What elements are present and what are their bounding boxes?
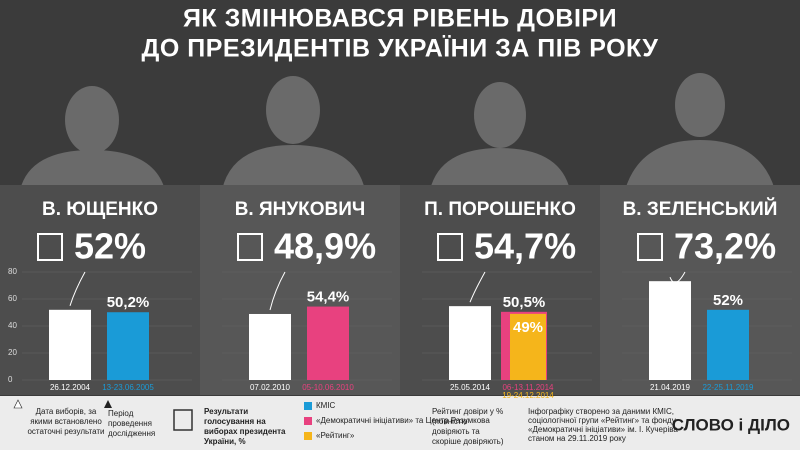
legend: КМІС «Демократичні ініціативи» та Центр Р… bbox=[304, 401, 490, 440]
x-tick-label: 25.05.2014 bbox=[450, 383, 491, 392]
panel-name: В. ЗЕЛЕНСЬКИЙ bbox=[623, 198, 778, 220]
ballot-icon bbox=[637, 233, 663, 261]
y-tick-label: 80 bbox=[8, 267, 17, 276]
x-tick-label: 22-25.11.2019 bbox=[702, 383, 754, 392]
arrow bbox=[469, 271, 486, 303]
bar bbox=[449, 306, 491, 380]
brand: СЛОВО і ДІЛО bbox=[672, 415, 790, 434]
y-tick-label: 40 bbox=[8, 321, 17, 330]
x-tick-label: 05-10.06.2010 bbox=[302, 383, 354, 392]
arrow bbox=[69, 271, 86, 306]
bar bbox=[707, 309, 749, 380]
arrow bbox=[669, 271, 686, 283]
panel-name: В. ЮЩЕНКО bbox=[42, 199, 158, 220]
legend-label: «Рейтинг» bbox=[316, 431, 355, 440]
panel-name: В. ЯНУКОВИЧ bbox=[235, 199, 366, 220]
x-tick-label: 07.02.2010 bbox=[250, 383, 291, 392]
portraits bbox=[20, 73, 775, 190]
legend-note: Результати голосування на виборах президен… bbox=[204, 407, 286, 446]
ballot-icon bbox=[37, 233, 63, 261]
legend-note: Дата виборів, за якими встановлено остаточ… bbox=[27, 407, 104, 436]
x-tick-label: 13-23.06.2005 bbox=[102, 383, 154, 392]
result-label: 52% bbox=[74, 226, 146, 267]
footer bbox=[0, 396, 800, 450]
panel-name: П. ПОРОШЕНКО bbox=[424, 199, 576, 220]
bar bbox=[107, 312, 149, 380]
result-label: 48,9% bbox=[274, 226, 376, 267]
panels bbox=[0, 185, 800, 395]
legend-swatch bbox=[304, 402, 312, 410]
title-line: ЯК ЗМІНЮВАВСЯ РІВЕНЬ ДОВІРИ bbox=[183, 5, 617, 33]
x-tick-label: 26.12.2004 bbox=[50, 383, 91, 392]
legend-note: Рейтинг довіри у % (повністю довіряють та с… bbox=[432, 407, 504, 446]
result-label: 73,2% bbox=[674, 226, 776, 267]
legend-swatch bbox=[304, 417, 312, 425]
value-label: 49% bbox=[513, 319, 543, 336]
ballot-icon bbox=[437, 233, 463, 261]
bar bbox=[510, 313, 546, 380]
legend-swatch bbox=[304, 432, 312, 440]
bar bbox=[49, 309, 91, 380]
title-line: ДО ПРЕЗИДЕНТІВ УКРАЇНИ ЗА ПІВ РОКУ bbox=[142, 35, 659, 63]
y-tick-label: 0 bbox=[8, 375, 13, 384]
arrow bbox=[269, 271, 286, 311]
result-label: 54,7% bbox=[474, 226, 576, 267]
legend-label: КМІС bbox=[316, 401, 336, 410]
value-label: 50,5% bbox=[503, 294, 546, 311]
arrow-icon bbox=[104, 400, 112, 408]
legend-note: Період проведення дослідження bbox=[108, 409, 155, 438]
legend-label: «Демократичні ініціативи» та Центр Разум… bbox=[316, 416, 490, 425]
y-tick-label: 60 bbox=[8, 294, 17, 303]
arrow-icon bbox=[13, 399, 23, 409]
y-tick-label: 20 bbox=[8, 348, 17, 357]
bar bbox=[307, 306, 349, 380]
bar bbox=[649, 281, 691, 380]
ballot-icon bbox=[237, 233, 263, 261]
value-label: 50,2% bbox=[107, 294, 150, 311]
x-tick-label: 19-24.12.2014 bbox=[502, 391, 554, 400]
source-note: Інфографіку створено за даними КМІС, соці… bbox=[528, 407, 678, 443]
ballot-icon bbox=[173, 409, 193, 431]
value-label: 54,4% bbox=[307, 289, 350, 306]
value-label: 52% bbox=[713, 292, 743, 309]
bar bbox=[249, 313, 291, 380]
x-tick-label: 06-13.11.2014 bbox=[502, 383, 554, 392]
x-tick-label: 21.04.2019 bbox=[650, 383, 691, 392]
